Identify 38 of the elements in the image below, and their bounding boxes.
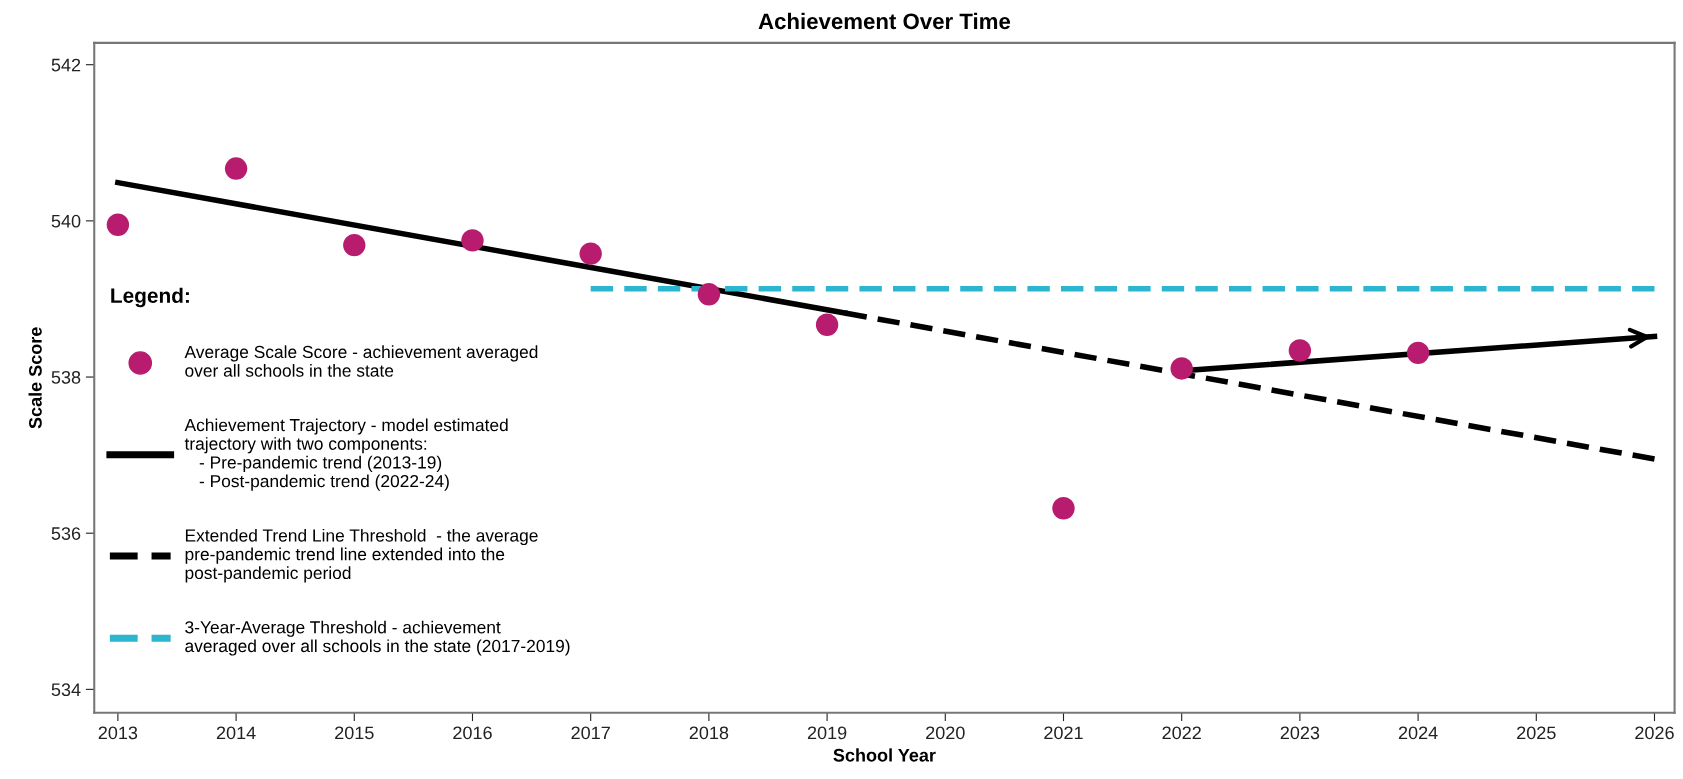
x-tick-label: 2026 [1635, 726, 1674, 740]
point [106, 213, 130, 236]
x-tick-label: 2015 [335, 726, 374, 740]
y-tick-label: 542 [51, 58, 81, 72]
x-tick-label: 2017 [571, 726, 610, 740]
legend-title: Legend: [111, 287, 189, 308]
point [1288, 339, 1312, 362]
point [224, 157, 248, 180]
x-tick-label: 2016 [453, 726, 492, 740]
point [343, 233, 366, 257]
x-tick-label: 2013 [98, 726, 138, 740]
chart-title: Achievement Over Time [758, 12, 1011, 30]
point [1052, 497, 1075, 520]
legend-label: 3-Year-Average Threshold - achievement averaged over all schools in the state (2017-2019) [185, 620, 570, 656]
x-tick-label: 2018 [689, 726, 729, 740]
x-tick-label: 2024 [1398, 726, 1438, 740]
x-tick-label: 2025 [1517, 726, 1556, 740]
x-tick-label: 2023 [1280, 726, 1320, 740]
y-tick-label: 540 [51, 214, 81, 228]
point [579, 242, 602, 265]
y-tick-label: 536 [51, 527, 81, 540]
x-tick-label: 2019 [807, 726, 847, 740]
y-tick-label: 538 [51, 370, 81, 384]
y-tick-label: 534 [51, 683, 81, 697]
x-tick-label: 2021 [1044, 726, 1083, 740]
x-tick-label: 2014 [216, 726, 256, 740]
point [1406, 341, 1430, 365]
legend-label: Achievement Trajectory - model estimated trajectory with two components: - Pre-pandemic trend (2013-19) - Post-pandemic trend (2022-24) [184, 418, 508, 491]
point [815, 313, 839, 336]
y-axis-title: Scale Score [28, 327, 42, 429]
x-axis-title: School Year [833, 748, 936, 762]
point [461, 229, 484, 252]
legend-label: Average Scale Score - achievement averaged over all schools in the state [184, 345, 538, 377]
legend-label: Extended Trend Line Threshold - the average pre-pandemic trend line extended into the post-pandemic period [185, 528, 538, 583]
x-tick-label: 2020 [926, 726, 965, 740]
point [697, 283, 721, 306]
x-tick-label: 2022 [1162, 726, 1201, 740]
point [1170, 357, 1193, 380]
